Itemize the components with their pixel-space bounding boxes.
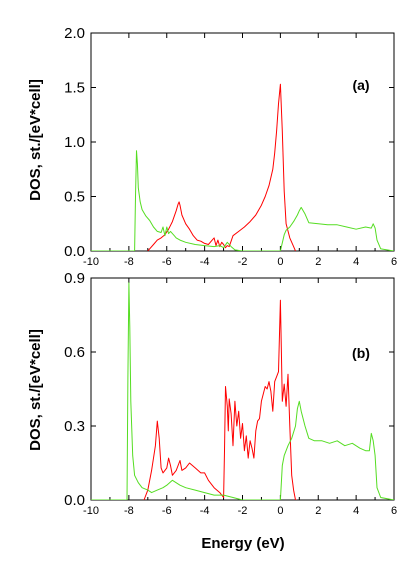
x-tick-label-b: 0 [277,505,283,517]
panel-label-a: (a) [352,77,369,93]
red-dos-line-b [143,299,297,500]
x-tick-label-b: 2 [315,505,321,517]
y-tick-label-a: 1.0 [64,134,85,151]
y-tick-label-a: 0.0 [64,243,85,260]
y-tick-label-a: 0.5 [64,189,85,206]
x-tick-label-b: -2 [238,505,248,517]
x-tick-label-a: -10 [83,256,99,268]
green-dos-line-b [91,282,394,500]
y-tick-label-b: 0.6 [64,344,85,361]
x-tick-label-a: 0 [277,256,283,268]
x-tick-label-a: -2 [238,256,248,268]
x-tick-label-b: 4 [353,505,359,517]
y-tick-label-b: 0.3 [64,418,85,435]
plot-frame-a [90,32,395,252]
x-tick-label-a: -6 [162,256,172,268]
panel-a-chart: -10 -8 -6 -4 -2 0 2 4 6 0.0 0.5 1.0 1.5 2.0 (a) [64,25,397,268]
x-tick-label-a: 4 [353,256,359,268]
x-tick-label-a: 6 [391,256,397,268]
x-tick-label-b: 6 [391,505,397,517]
x-tick-label-a: -8 [124,256,134,268]
red-dos-line-a [147,83,296,251]
x-tick-label-b: -6 [162,505,172,517]
y-axis-title-b: DOS, st./[eV*cell] [27,329,44,451]
x-tick-label-a: -4 [200,256,210,268]
y-axis-title-a: DOS, st./[eV*cell] [27,79,44,201]
y-tick-label-b: 0.9 [64,270,85,287]
x-tick-label-a: 2 [315,256,321,268]
x-tick-label-b: -10 [83,505,99,517]
x-tick-label-b: -4 [200,505,210,517]
y-tick-label-a: 1.5 [64,80,85,97]
y-tick-label-b: 0.0 [64,492,85,509]
panel-label-b: (b) [352,345,370,361]
panel-b-chart: -10 -8 -6 -4 -2 0 2 4 6 0.0 0.3 0.6 0.9 (b) [64,270,397,517]
x-axis-title: Energy (eV) [201,535,284,552]
plot-frame-b [90,277,395,501]
y-tick-label-a: 2.0 [64,25,85,42]
x-tick-label-b: -8 [124,505,134,517]
green-dos-line-a [91,150,394,251]
